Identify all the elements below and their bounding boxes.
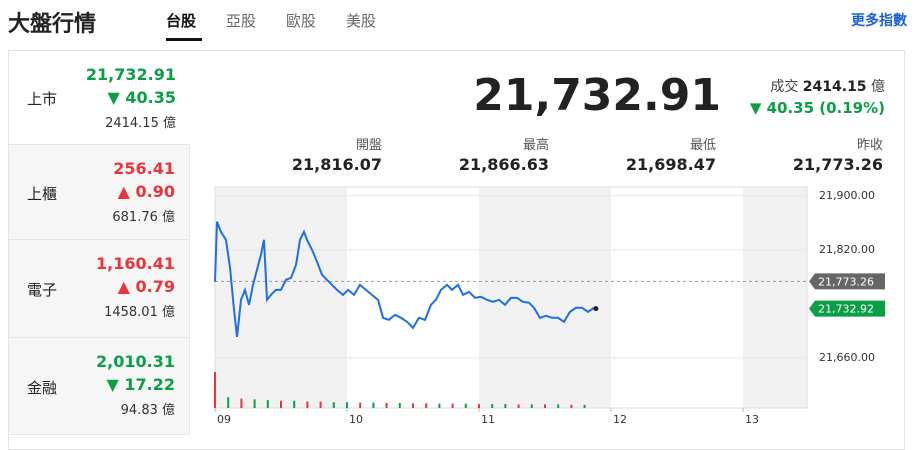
volume-bar [227, 397, 230, 408]
volume-bar [570, 404, 573, 408]
volume-bar [504, 404, 507, 408]
volume-bar [517, 404, 520, 408]
market-volume: 1458.01 億 [104, 305, 175, 320]
market-price: 2,010.31 [96, 352, 175, 371]
market-volume: 681.76 億 [112, 210, 175, 225]
page-title: 大盤行情 [8, 12, 97, 37]
stat: 昨收 21,773.26 [723, 134, 883, 174]
market-price: 256.41 [113, 159, 175, 178]
active-tab-underline [166, 38, 202, 41]
y-tick-label: 21,900.00 [819, 189, 875, 202]
reference-tag [809, 273, 885, 290]
stat-label: 最高 [522, 138, 549, 153]
volume-bar [491, 404, 494, 408]
volume-bar [319, 401, 322, 408]
volume-info: 成交 2414.15 億 [770, 76, 885, 96]
volume-bar [411, 403, 414, 408]
reference-label: 21,773.26 [818, 275, 874, 288]
volume-unit: 億 [871, 79, 885, 95]
market-name: 上市 [27, 90, 58, 108]
volume-bar [240, 398, 243, 408]
tabs: 台股 亞股 歐股 美股 [166, 10, 406, 41]
x-tick-label: 09 [217, 413, 231, 426]
market-price: 1,160.41 [96, 254, 175, 273]
stat-value: 21,773.26 [792, 155, 883, 174]
market-change: ▼ 40.35 [107, 88, 176, 107]
market-name: 上櫃 [27, 184, 58, 203]
chart: 21,900.00 21,820.00 21,660.00 09 10 11 12 13 21,… [214, 186, 885, 426]
tab[interactable]: 台股 [166, 12, 197, 30]
volume-bar [253, 399, 256, 408]
market-change: ▲ 0.79 [117, 277, 175, 296]
market-volume: 94.83 億 [120, 403, 175, 418]
market-volume: 2414.15 億 [105, 116, 176, 131]
y-tick-label: 21,660.00 [819, 351, 875, 364]
volume-bar [557, 404, 560, 408]
market-change: ▼ 17.22 [106, 375, 175, 394]
tab[interactable]: 美股 [346, 12, 377, 30]
volume-bar [583, 404, 586, 408]
stat-value: 21,698.47 [625, 155, 716, 174]
volume-bar [464, 403, 467, 408]
last-point [593, 306, 599, 312]
session-band [478, 187, 611, 408]
page: 大盤行情 台股 亞股 歐股 美股 更多指數 上市 21,732.91 ▼ 40.35 241… [8, 10, 907, 450]
volume-bar [345, 402, 348, 408]
price-line [214, 221, 597, 337]
volume-bar [306, 401, 309, 408]
x-tick-label: 11 [481, 413, 495, 426]
y-tick-label: 21,820.00 [819, 243, 875, 256]
market-change: ▲ 0.90 [117, 182, 175, 201]
stat-value: 21,816.07 [291, 155, 382, 174]
volume-bar [372, 402, 375, 408]
volume-bar [293, 400, 296, 408]
market-price: 21,732.91 [85, 65, 176, 84]
plot-frame [214, 186, 808, 409]
market-row[interactable]: 電子 1,160.41 ▲ 0.79 1458.01 億 [9, 240, 190, 338]
index-price: 21,732.91 [473, 70, 721, 121]
volume-bar [359, 402, 362, 408]
tab[interactable]: 歐股 [286, 12, 317, 30]
x-tick-label: 12 [613, 413, 627, 426]
stat-label: 開盤 [355, 138, 382, 153]
volume-bar [279, 400, 282, 408]
last-tag [809, 300, 885, 317]
volume-bar [543, 404, 546, 408]
volume-bar [477, 404, 480, 408]
last-label: 21,732.92 [818, 303, 874, 316]
volume-bar [332, 402, 335, 408]
volume-bar [214, 372, 216, 408]
stat: 開盤 21,816.07 [222, 134, 382, 174]
market-name: 金融 [27, 378, 58, 397]
market-row[interactable]: 上櫃 256.41 ▲ 0.90 681.76 億 [9, 145, 190, 240]
volume-bar [385, 402, 388, 408]
session-band [215, 187, 347, 408]
more-link[interactable]: 更多指數 [851, 13, 907, 29]
market-name: 電子 [27, 281, 58, 299]
volume-bar [438, 403, 441, 408]
market-row[interactable]: 金融 2,010.31 ▼ 17.22 94.83 億 [9, 338, 190, 435]
tab[interactable]: 亞股 [226, 12, 257, 30]
session-band [742, 187, 807, 408]
stat-label: 昨收 [856, 138, 883, 153]
x-tick-label: 10 [349, 413, 363, 426]
market-list: 上市 21,732.91 ▼ 40.35 2414.15 億上櫃 256.41 ▲ 0.9… [9, 51, 190, 435]
volume-bar [425, 403, 428, 408]
stat-label: 最低 [689, 138, 716, 153]
volume-bar [451, 403, 454, 408]
stat: 最低 21,698.47 [556, 134, 716, 174]
index-change: ▼ 40.35 (0.19%) [749, 99, 885, 117]
volume-bar [398, 402, 401, 408]
volume-bar [266, 400, 269, 408]
stat: 最高 21,866.63 [389, 134, 549, 174]
stat-value: 21,866.63 [458, 155, 549, 174]
x-tick-label: 13 [745, 413, 759, 426]
volume-value: 2414.15 [802, 79, 867, 95]
volume-bar [530, 404, 533, 408]
volume-label: 成交 [770, 79, 799, 95]
market-row[interactable]: 上市 21,732.91 ▼ 40.35 2414.15 億 [9, 51, 190, 145]
